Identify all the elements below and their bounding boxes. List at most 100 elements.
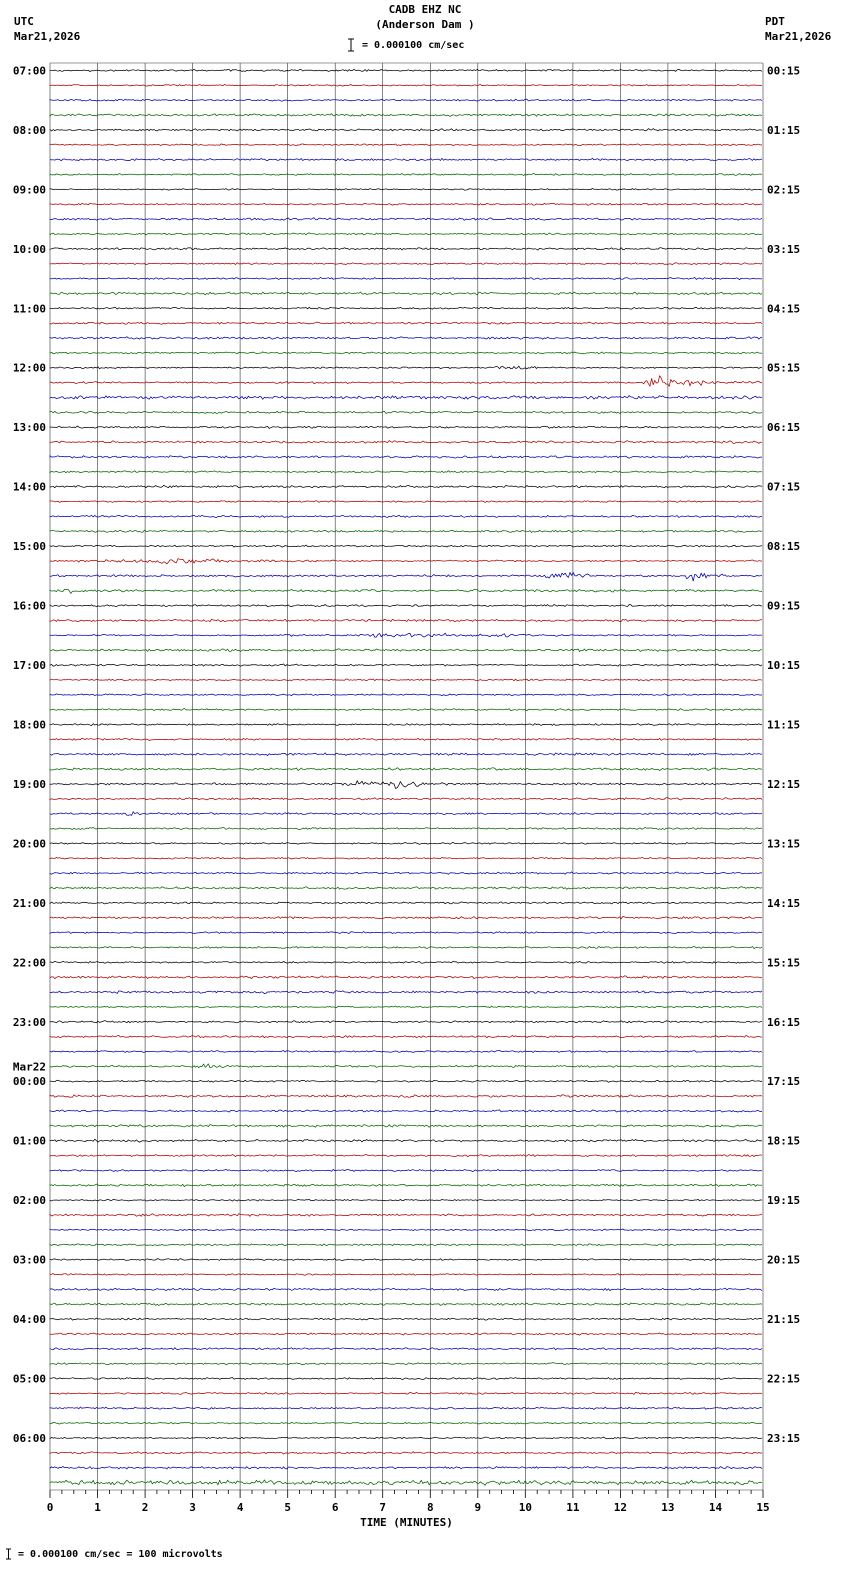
- utc-hour-label: 01:00: [13, 1135, 46, 1148]
- seismogram-trace-row: [49, 1168, 763, 1172]
- utc-hour-label: 13:00: [13, 421, 46, 434]
- pdt-hour-label: 19:15: [767, 1194, 800, 1207]
- seismogram-trace-row: [49, 68, 763, 72]
- pdt-hour-label: 01:15: [767, 124, 800, 137]
- pdt-hour-label: 22:15: [767, 1373, 800, 1386]
- seismogram-trace-row: [49, 886, 763, 890]
- utc-hour-label: 19:00: [13, 778, 46, 791]
- footer-note-text: = 0.000100 cm/sec = 100 microvolts: [18, 1548, 223, 1560]
- seismogram-trace-row: [49, 306, 763, 310]
- seismogram-trace-row: [49, 1005, 763, 1009]
- utc-hour-label: 00:00: [13, 1075, 46, 1088]
- x-tick-label: 0: [47, 1501, 54, 1514]
- seismogram-trace-row: [49, 217, 763, 221]
- utc-hour-label: 09:00: [13, 183, 46, 196]
- utc-hour-label: 20:00: [13, 837, 46, 850]
- seismogram-trace-row: [49, 588, 763, 594]
- seismogram-trace-row: [49, 1198, 763, 1202]
- utc-hour-label: 16:00: [13, 600, 46, 613]
- seismogram-trace-row: [49, 143, 763, 147]
- x-tick-label: 9: [474, 1501, 481, 1514]
- seismogram-trace-row: [49, 780, 763, 789]
- seismogram-trace-row: [49, 827, 763, 830]
- station-location: (Anderson Dam ): [375, 18, 475, 31]
- utc-hour-label: 12:00: [13, 362, 46, 375]
- seismogram-trace-row: [49, 1479, 763, 1486]
- header-right: PDT Mar21,2026: [765, 14, 831, 44]
- utc-hour-label: Mar22: [13, 1060, 46, 1073]
- x-tick-label: 13: [661, 1501, 674, 1514]
- seismogram-trace-row: [49, 572, 763, 582]
- utc-hour-label: 03:00: [13, 1254, 46, 1267]
- pdt-hour-label: 23:15: [767, 1432, 800, 1445]
- header-center: CADB EHZ NC (Anderson Dam ): [0, 2, 850, 32]
- pdt-hour-label: 03:15: [767, 243, 800, 256]
- seismogram-trace-row: [49, 678, 763, 682]
- seismogram-trace-row: [49, 946, 763, 949]
- pdt-hour-label: 18:15: [767, 1135, 800, 1148]
- seismogram-trace-row: [49, 1436, 763, 1440]
- x-tick-label: 12: [614, 1501, 627, 1514]
- scale-text: = 0.000100 cm/sec: [362, 39, 465, 51]
- utc-hour-label: 08:00: [13, 124, 46, 137]
- x-tick-label: 1: [94, 1501, 101, 1514]
- seismogram-trace-row: [49, 1287, 763, 1291]
- seismogram-trace-row: [49, 336, 763, 340]
- seismogram-trace-row: [49, 277, 763, 281]
- seismogram-trace-row: [49, 632, 762, 638]
- seismogram-trace-row: [49, 128, 763, 132]
- seismogram-trace-row: [49, 1421, 763, 1425]
- seismogram-trace-row: [49, 247, 763, 251]
- x-tick-label: 10: [519, 1501, 532, 1514]
- seismogram-trace-row: [49, 1302, 763, 1306]
- x-tick-label: 2: [142, 1501, 149, 1514]
- left-timezone-label: UTC: [14, 15, 34, 28]
- seismogram-trace-row: [49, 856, 763, 860]
- seismogram-trace-row: [49, 514, 762, 518]
- seismogram-trace-row: [49, 708, 763, 712]
- pdt-hour-label: 08:15: [767, 540, 800, 553]
- seismogram-trace-row: [49, 365, 763, 370]
- utc-hour-label: 04:00: [13, 1313, 46, 1326]
- seismogram-trace-row: [49, 1332, 763, 1336]
- utc-hour-label: 17:00: [13, 659, 46, 672]
- seismogram-trace-row: [49, 811, 763, 816]
- seismogram-trace-row: [49, 1035, 763, 1039]
- footer-scale-note: = 0.000100 cm/sec = 100 microvolts: [5, 1548, 223, 1560]
- seismogram-trace-row: [49, 1362, 763, 1366]
- utc-hour-label: 15:00: [13, 540, 46, 553]
- x-tick-label: 3: [189, 1501, 196, 1514]
- seismogram-trace-row: [49, 351, 763, 355]
- seismogram-trace-row: [49, 544, 763, 548]
- seismogram-trace-row: [49, 797, 763, 801]
- utc-hour-label: 11:00: [13, 302, 46, 315]
- pdt-hour-label: 05:15: [767, 362, 800, 375]
- header-left: UTC Mar21,2026: [14, 14, 80, 44]
- utc-hour-label: 22:00: [13, 956, 46, 969]
- utc-hour-label: 05:00: [13, 1373, 46, 1386]
- seismogram-trace-row: [49, 663, 763, 667]
- x-tick-label: 7: [379, 1501, 386, 1514]
- pdt-hour-label: 15:15: [767, 956, 800, 969]
- seismogram-trace-row: [49, 98, 763, 102]
- seismogram-trace-row: [49, 1124, 763, 1128]
- seismogram-trace-row: [49, 871, 763, 875]
- seismogram-trace-row: [49, 842, 763, 845]
- minute-grid: [49, 62, 764, 1491]
- seismogram-trace-row: [49, 1243, 763, 1247]
- seismogram-trace-row: [49, 604, 763, 608]
- seismogram-trace-row: [49, 484, 763, 489]
- utc-hour-label: 14:00: [13, 481, 46, 494]
- seismogram-trace-row: [49, 990, 763, 994]
- seismogram-trace-row: [49, 931, 763, 934]
- pdt-hour-label: 17:15: [767, 1075, 800, 1088]
- pdt-hour-label: 02:15: [767, 183, 800, 196]
- utc-hour-label: 10:00: [13, 243, 46, 256]
- seismogram-trace-row: [49, 1228, 762, 1232]
- x-axis-ticks: [49, 1490, 764, 1498]
- seismogram-trace-row: [49, 202, 763, 206]
- station-title: CADB EHZ NC: [388, 3, 462, 16]
- seismogram-trace-row: [49, 752, 763, 756]
- seismogram-trace-row: [49, 262, 763, 265]
